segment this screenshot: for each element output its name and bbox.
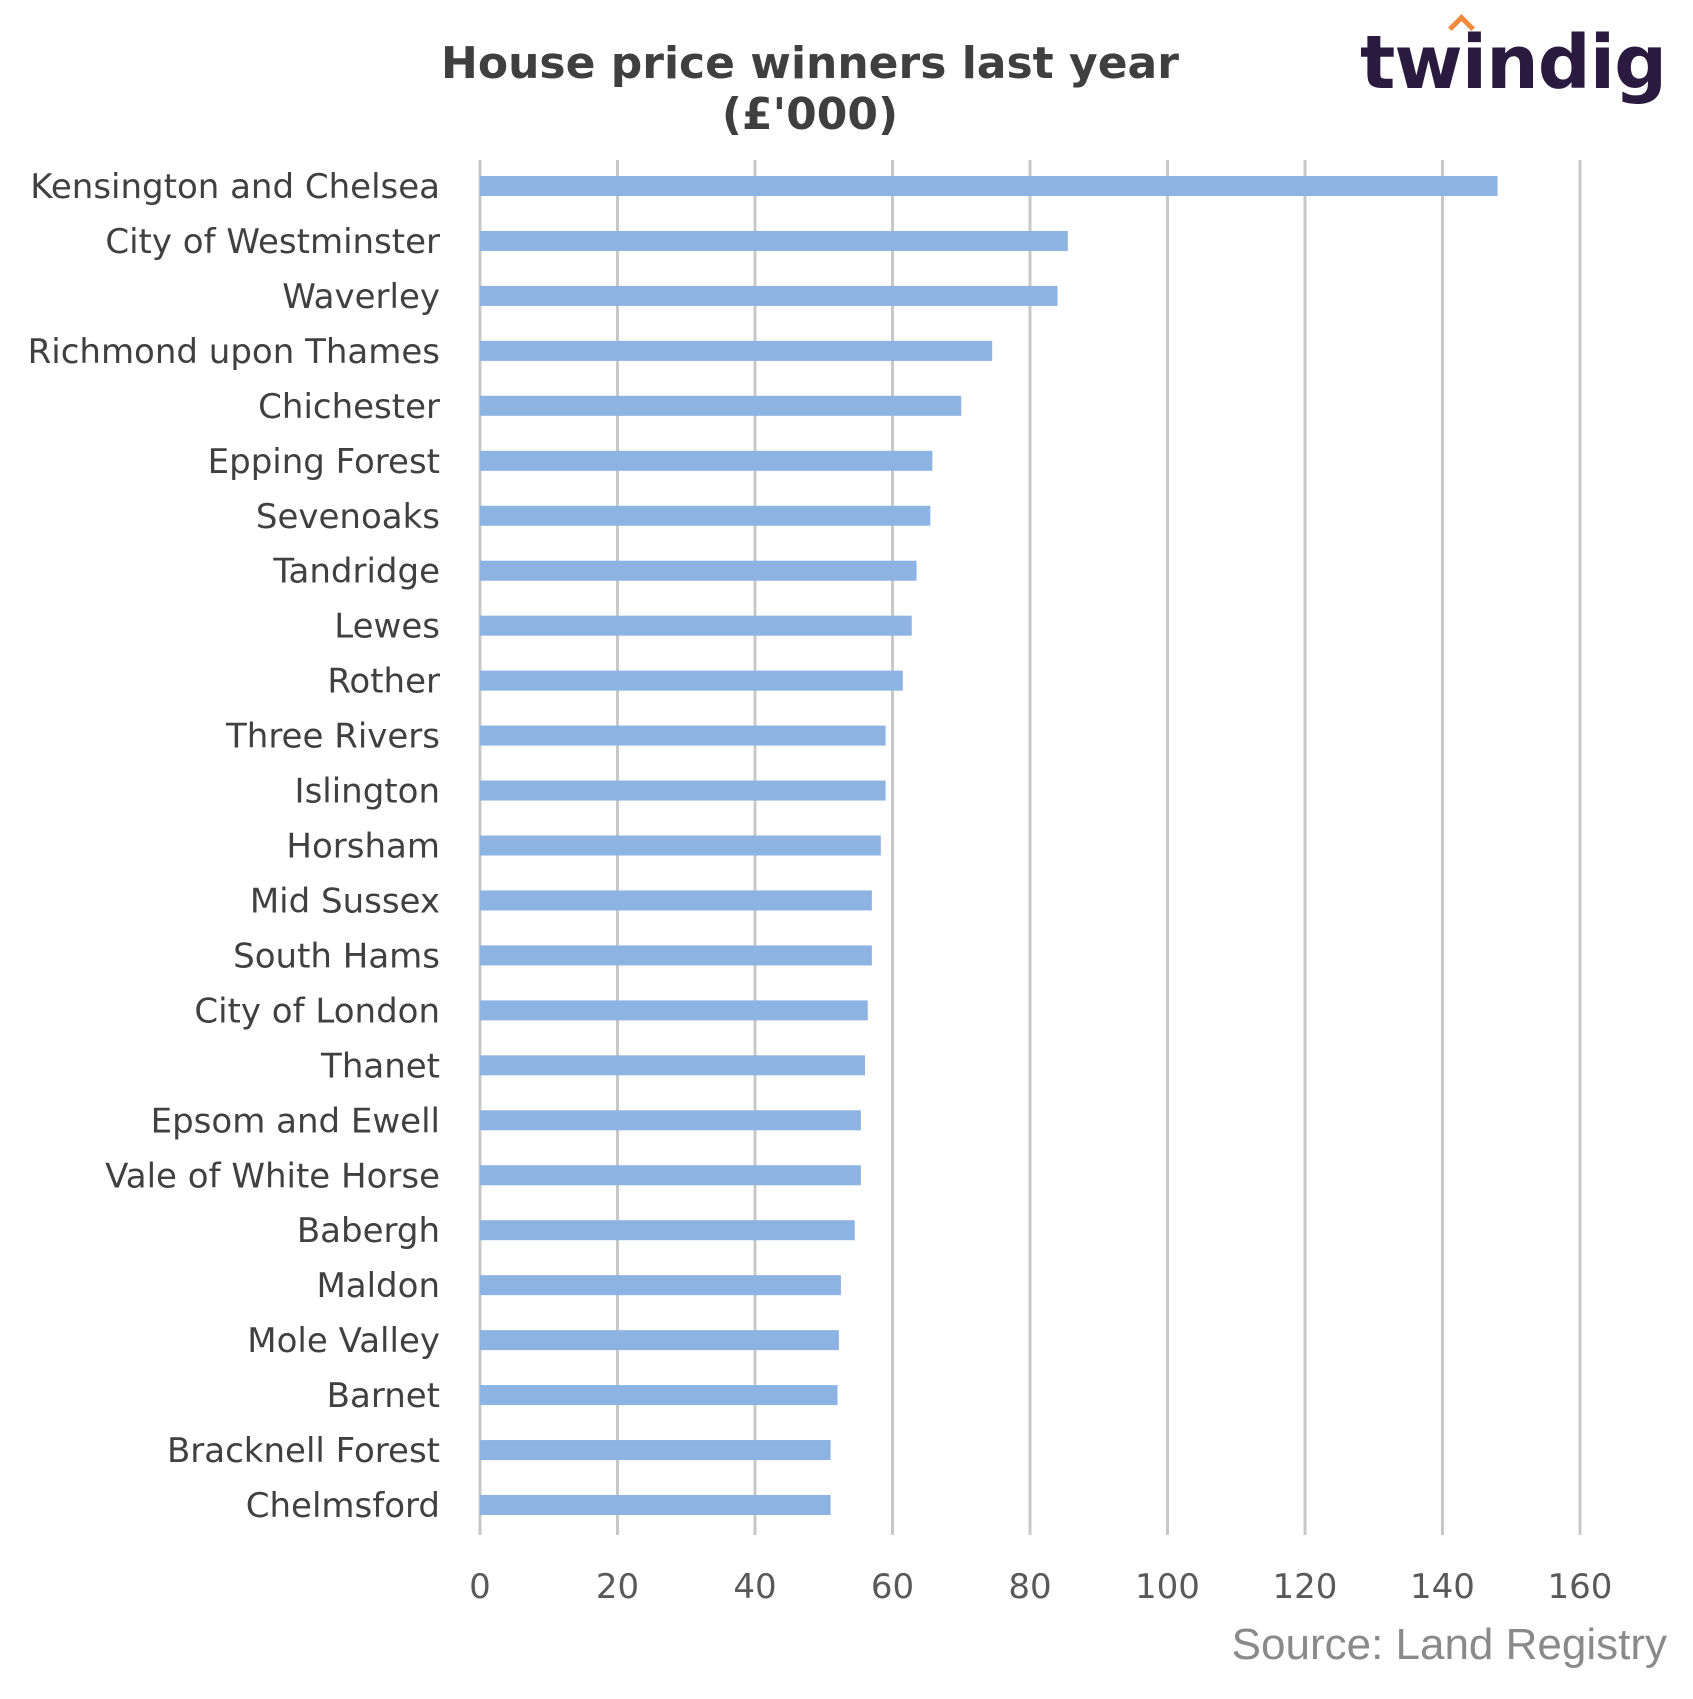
category-label: Barnet [327, 1376, 440, 1416]
category-label: City of London [194, 991, 440, 1031]
category-label: Rother [327, 662, 440, 702]
bar-epping-forest [480, 450, 933, 471]
bar-kensington-and-chelsea [480, 176, 1498, 196]
x-tick-label-60: 60 [871, 1567, 914, 1607]
bar-waverley [480, 285, 1058, 306]
bar-south-hams [480, 945, 872, 966]
x-tick-label-0: 0 [469, 1567, 491, 1607]
category-label: Babergh [297, 1211, 440, 1251]
bar-maldon [480, 1275, 841, 1296]
bar-chelmsford [480, 1495, 831, 1515]
category-label: Mole Valley [247, 1321, 440, 1361]
bar-sevenoaks [480, 505, 931, 526]
bar-richmond-upon-thames [480, 340, 993, 361]
twindig-logo: twindig [1360, 20, 1667, 106]
bar-babergh [480, 1220, 855, 1241]
bar-mid-sussex [480, 890, 872, 911]
category-label: South Hams [233, 936, 440, 976]
bar-vale-of-white-horse [480, 1165, 861, 1186]
chart-title: House price winners last year (£'000) [441, 38, 1179, 140]
bar-islington [480, 780, 886, 801]
category-label: Bracknell Forest [167, 1431, 440, 1471]
x-tick-label-40: 40 [733, 1567, 776, 1607]
category-label: Three Rivers [225, 717, 440, 757]
x-tick-label-20: 20 [596, 1567, 639, 1607]
x-tick-label-160: 160 [1548, 1567, 1613, 1607]
category-label: Sevenoaks [256, 497, 440, 537]
category-label: Thanet [320, 1046, 440, 1086]
bar-horsham [480, 835, 881, 856]
category-label: Kensington and Chelsea [30, 167, 440, 207]
category-label: Islington [295, 772, 440, 812]
bar-city-of-westminster [480, 230, 1068, 251]
bar-bracknell-forest [480, 1440, 831, 1461]
bar-chichester [480, 395, 962, 416]
category-label: Richmond upon Thames [28, 332, 440, 372]
bar-epsom-and-ewell [480, 1110, 861, 1131]
category-label: Lewes [334, 607, 440, 647]
bar-three-rivers [480, 725, 886, 746]
x-tick-label-120: 120 [1273, 1567, 1338, 1607]
category-label: Epsom and Ewell [151, 1101, 440, 1141]
category-label: City of Westminster [105, 222, 440, 262]
bar-tandridge [480, 560, 917, 581]
category-label: Epping Forest [208, 442, 440, 482]
x-tick-label-140: 140 [1410, 1567, 1475, 1607]
bar-mole-valley [480, 1330, 839, 1351]
source-note: Source: Land Registry [1231, 1620, 1667, 1669]
bar-thanet [480, 1055, 865, 1076]
category-label: Tandridge [272, 552, 440, 592]
category-label: Chichester [258, 387, 440, 427]
bar-city-of-london [480, 1000, 868, 1021]
category-label: Maldon [316, 1266, 440, 1306]
x-tick-label-80: 80 [1008, 1567, 1051, 1607]
category-label: Mid Sussex [250, 881, 440, 921]
category-label: Chelmsford [246, 1486, 440, 1526]
category-label: Vale of White Horse [105, 1156, 440, 1196]
bar-lewes [480, 615, 912, 636]
category-label: Waverley [282, 277, 440, 317]
bar-barnet [480, 1385, 838, 1406]
x-tick-label-100: 100 [1135, 1567, 1200, 1607]
bar-rother [480, 670, 903, 691]
category-label: Horsham [286, 827, 440, 867]
